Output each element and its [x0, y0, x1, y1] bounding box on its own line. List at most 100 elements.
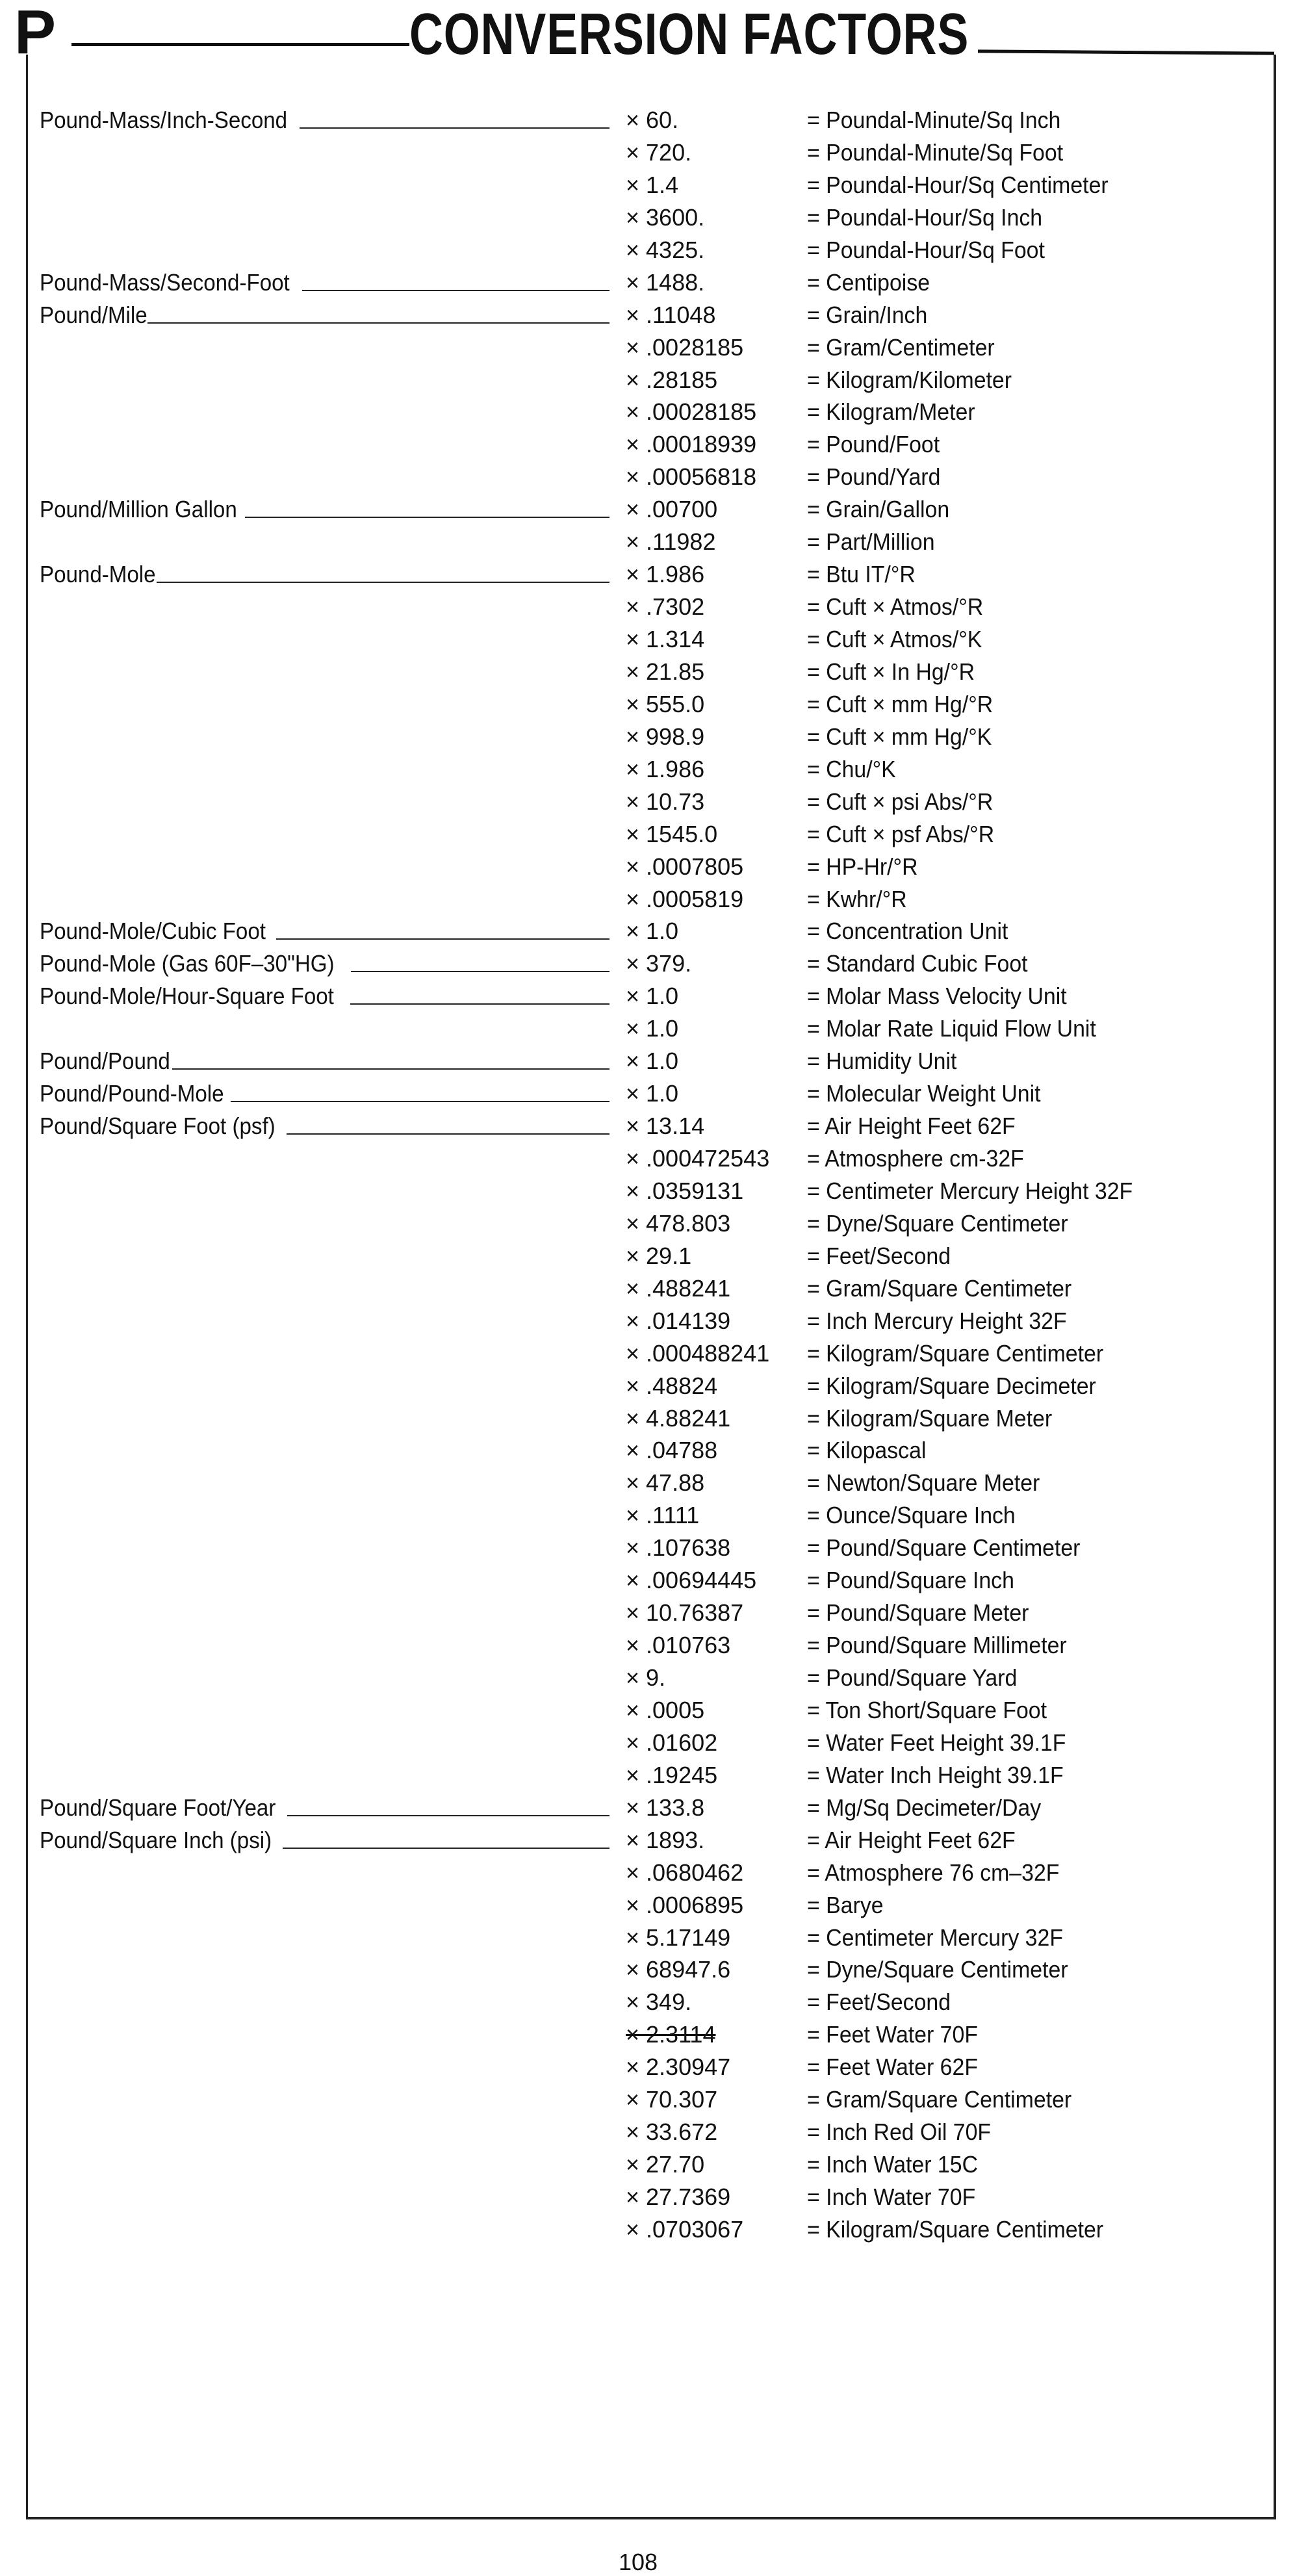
result-unit: = Ounce/Square Inch	[807, 1502, 1016, 1529]
factor-value: × 47.88	[626, 1469, 705, 1497]
result-unit: = Kilogram/Square Centimeter	[807, 2215, 1104, 2243]
unit-label: Pound-Mole/Hour-Square Foot	[40, 983, 334, 1010]
table-row: × 68947.6 = Dyne/Square Centimeter	[40, 1953, 1268, 1986]
result-unit: = Pound/Square Centimeter	[807, 1534, 1081, 1562]
leader-line	[172, 1068, 609, 1070]
factor-value: × 1.4	[626, 171, 679, 198]
table-row: × .28185 = Kilogram/Kilometer	[40, 364, 1268, 396]
factor-value: × 10.76387	[626, 1599, 744, 1627]
unit-cell: Pound/Mile	[40, 299, 609, 331]
factor-value: × 379.	[626, 950, 692, 977]
result-unit: = Water Feet Height 39.1F	[807, 1729, 1066, 1756]
result-unit: = Feet/Second	[807, 1989, 951, 2016]
result-unit: = Poundal-Hour/Sq Inch	[807, 203, 1043, 231]
factor-value: × .0005819	[626, 885, 744, 912]
result-unit: = Pound/Square Yard	[807, 1664, 1018, 1691]
table-row: × 10.73 = Cuft × psi Abs/°R	[40, 786, 1268, 818]
table-row: × 4325. = Poundal-Hour/Sq Foot	[40, 234, 1268, 266]
table-row: × .010763 = Pound/Square Millimeter	[40, 1629, 1268, 1662]
result-unit: = Inch Water 70F	[807, 2183, 976, 2210]
factor-value: × 555.0	[626, 690, 705, 717]
unit-cell: Pound/Million Gallon	[40, 493, 609, 526]
table-row: × 3600. = Poundal-Hour/Sq Inch	[40, 201, 1268, 234]
table-row: × 2.3114 = Feet Water 70F	[40, 2018, 1268, 2051]
result-unit: = Pound/Square Inch	[807, 1567, 1014, 1594]
factor-value: × 1893.	[626, 1826, 705, 1853]
leader-line	[157, 582, 609, 584]
factor-value: × .00028185	[626, 398, 757, 426]
factor-value: × 998.9	[626, 723, 705, 750]
table-row: × .0703067 = Kilogram/Square Centimeter	[40, 2213, 1268, 2246]
factor-value: × 5.17149	[626, 1924, 731, 1951]
table-row: Pound-Mole/Hour-Square Foot × 1.0 = Molar …	[40, 980, 1268, 1012]
table-row: × .00028185 = Kilogram/Meter	[40, 396, 1268, 428]
result-unit: = Gram/Square Centimeter	[807, 2086, 1072, 2113]
table-row: × .1111 = Ounce/Square Inch	[40, 1499, 1268, 1532]
table-row: × 998.9 = Cuft × mm Hg/°K	[40, 721, 1268, 753]
factor-value: × .00694445	[626, 1567, 757, 1594]
factor-value: × .1111	[626, 1502, 700, 1529]
result-unit: = Btu IT/°R	[807, 561, 916, 588]
leader-line	[302, 289, 609, 291]
factor-value: × .000488241	[626, 1339, 770, 1367]
table-row: × .0005819 = Kwhr/°R	[40, 883, 1268, 916]
table-row: × 2.30947 = Feet Water 62F	[40, 2051, 1268, 2083]
table-row: Pound-Mole/Cubic Foot × 1.0 = Concentratio…	[40, 915, 1268, 947]
factor-value: × 13.14	[626, 1113, 705, 1140]
result-unit: = Poundal-Minute/Sq Inch	[807, 107, 1061, 133]
table-row: × 1.0 = Molar Rate Liquid Flow Unit	[40, 1012, 1268, 1045]
result-unit: = Centimeter Mercury Height 32F	[807, 1177, 1133, 1204]
section-letter: P	[14, 0, 57, 67]
unit-label: Pound/Square Inch (psi)	[40, 1826, 272, 1853]
factor-value: × .7302	[626, 593, 705, 621]
result-unit: = Kilogram/Square Centimeter	[807, 1339, 1104, 1367]
unit-label: Pound/Square Foot/Year	[40, 1794, 276, 1821]
table-row: × .00018939 = Pound/Foot	[40, 428, 1268, 461]
result-unit: = Cuft × mm Hg/°K	[807, 723, 992, 750]
factor-value: × .488241	[626, 1274, 731, 1302]
leader-line	[231, 1101, 609, 1103]
table-row: Pound/Square Inch (psi) × 1893. = Air Heig…	[40, 1824, 1268, 1857]
result-unit: = Feet Water 70F	[807, 2021, 978, 2048]
leader-line	[350, 1003, 609, 1005]
factor-value: × 3600.	[626, 203, 705, 231]
unit-cell: Pound/Pound-Mole	[40, 1077, 609, 1110]
table-row: Pound/Pound-Mole × 1.0 = Molecular Weight …	[40, 1077, 1268, 1110]
factor-value: × 4325.	[626, 236, 705, 263]
factor-value: × 10.73	[626, 788, 705, 815]
table-row: Pound/Mile × .11048 = Grain/Inch	[40, 299, 1268, 331]
table-row: × .000488241 = Kilogram/Square Centimeter	[40, 1337, 1268, 1370]
result-unit: = Cuft × Atmos/°R	[807, 593, 984, 621]
table-row: × 21.85 = Cuft × In Hg/°R	[40, 656, 1268, 688]
factor-value: × 9.	[626, 1664, 666, 1691]
result-unit: = Molar Mass Velocity Unit	[807, 983, 1067, 1010]
factor-value: × 1.0	[626, 1015, 679, 1042]
unit-label: Pound-Mass/Inch-Second	[40, 107, 288, 133]
table-row: × .107638 = Pound/Square Centimeter	[40, 1532, 1268, 1564]
result-unit: = Pound/Yard	[807, 463, 941, 491]
result-unit: = Molar Rate Liquid Flow Unit	[807, 1015, 1096, 1042]
table-row: × .014139 = Inch Mercury Height 32F	[40, 1305, 1268, 1337]
table-row: × .0028185 = Gram/Centimeter	[40, 331, 1268, 364]
factor-value: × .010763	[626, 1632, 731, 1659]
factor-value: × .11048	[626, 301, 716, 328]
factor-value: × 70.307	[626, 2086, 718, 2113]
unit-label: Pound/Million Gallon	[40, 496, 237, 523]
factor-value: × .00018939	[626, 431, 757, 458]
table-row: × 1545.0 = Cuft × psf Abs/°R	[40, 818, 1268, 851]
unit-label: Pound-Mole (Gas 60F–30"HG)	[40, 950, 335, 977]
leader-line	[283, 1847, 609, 1849]
result-unit: = Grain/Inch	[807, 301, 928, 328]
factor-value: × .48824	[626, 1372, 718, 1399]
table-row: × 555.0 = Cuft × mm Hg/°R	[40, 688, 1268, 721]
result-unit: = Barye	[807, 1891, 884, 1918]
leader-line	[287, 1814, 609, 1816]
result-unit: = Kilopascal	[807, 1437, 927, 1464]
unit-cell: Pound-Mole/Cubic Foot	[40, 915, 609, 947]
unit-label: Pound-Mass/Second-Foot	[40, 268, 290, 296]
unit-cell: Pound-Mass/Inch-Second	[40, 104, 609, 136]
result-unit: = Poundal-Minute/Sq Foot	[807, 138, 1064, 166]
result-unit: = Dyne/Square Centimeter	[807, 1209, 1068, 1237]
unit-label: Pound/Square Foot (psf)	[40, 1113, 276, 1140]
result-unit: = Air Height Feet 62F	[807, 1113, 1016, 1140]
